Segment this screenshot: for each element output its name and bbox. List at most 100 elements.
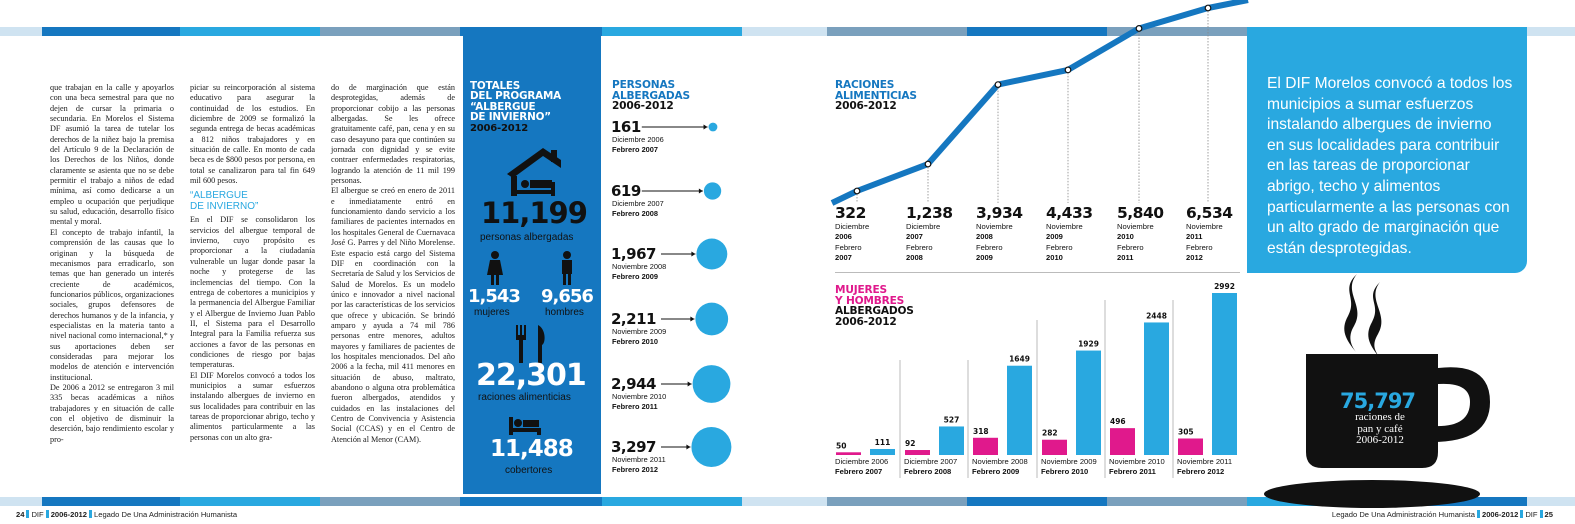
bar-mujeres-2 (973, 437, 998, 455)
personas-arrowhead-5 (686, 444, 691, 450)
personas-value-0: 161 (611, 118, 641, 136)
right-footer-title: Legado De Una Administración Humanista (1331, 510, 1475, 519)
right-footer-org: DIF (1525, 510, 1538, 519)
personas-value-2: 1,967 (611, 245, 656, 263)
bar-hombres-label-1: 527 (944, 415, 960, 424)
bar-hombres-1 (939, 426, 964, 455)
left-footer-title: Legado De Una Administración Humanista (94, 510, 238, 519)
top-color-stripe (0, 27, 1575, 36)
mujeres-hombres-title: MUJERES Y HOMBRES (835, 284, 905, 307)
raciones-period-4: Noviembre 2010 Febrero 2011 (1117, 222, 1154, 263)
hombres-label: hombres (545, 307, 584, 318)
raciones-total: 22,301 (476, 358, 587, 393)
personas-value-3: 2,211 (611, 310, 656, 328)
raciones-period-0: Diciembre 2006 Febrero 2007 (835, 222, 870, 263)
albergados-title: ALBERGADOS (835, 305, 914, 317)
bar-hombres-4 (1144, 322, 1169, 455)
section-divider (835, 272, 1240, 273)
totales-panel: TOTALES DEL PROGRAMA “ALBERGUE DE INVIERNO”… (463, 36, 601, 494)
mujeres-label: mujeres (474, 307, 510, 318)
personas-circle-4 (692, 365, 731, 403)
bar-hombres-label-0: 111 (875, 438, 891, 447)
raciones-value-4: 5,840 (1117, 204, 1164, 222)
personas-total: 11,199 (481, 196, 588, 230)
raciones-title: RACIONES ALIMENTICIAS (835, 79, 917, 102)
personas-period-5: Noviembre 2011 Febrero 2012 (612, 455, 666, 474)
personas-circle-2 (696, 238, 728, 270)
raciones-point-2 (994, 81, 1002, 88)
bar-period-2: Noviembre 2008 Febrero 2009 (972, 457, 1028, 476)
bar-mujeres-label-4: 496 (1110, 417, 1126, 426)
woman-icon (487, 251, 503, 285)
bar-mujeres-3 (1042, 439, 1067, 455)
bar-hombres-label-2: 1649 (1009, 355, 1030, 364)
personas-value-1: 619 (611, 182, 641, 200)
mujeres-total: 1,543 (468, 286, 521, 307)
personas-arrowhead-2 (691, 251, 696, 257)
personas-arrowhead-1 (698, 188, 703, 194)
personas-total-label: personas albergadas (480, 232, 574, 243)
raciones-value-3: 4,433 (1046, 204, 1093, 222)
cup-total: 75,797 (1340, 389, 1416, 413)
bar-hombres-5 (1212, 293, 1237, 455)
bar-mujeres-0 (836, 452, 861, 455)
quote-box: El DIF Morelos convocó a todos los munic… (1247, 27, 1527, 273)
cup-caption: raciones de pan y café 2006-2012 (1355, 411, 1405, 446)
personas-circle-3 (695, 302, 729, 336)
bar-period-5: Noviembre 2011 Febrero 2012 (1177, 457, 1233, 476)
right-footer-years: 2006-2012 (1481, 510, 1519, 519)
personas-arrowhead-4 (687, 381, 692, 387)
left-footer: 24 DIF 2006-2012 Legado De Una Administraci… (16, 510, 237, 519)
right-footer: Legado De Una Administración Humanista 20… (1332, 510, 1553, 519)
bar-period-3: Noviembre 2009 Febrero 2010 (1041, 457, 1097, 476)
personas-value-4: 2,944 (611, 375, 656, 393)
column-2-text-a: piciar su reincorporación al sistema edu… (190, 83, 315, 186)
bar-mujeres-label-5: 305 (1178, 427, 1194, 436)
bottom-color-stripe (0, 497, 1575, 506)
raciones-value-0: 322 (835, 204, 866, 222)
raciones-point-0 (853, 187, 861, 195)
personas-circle-0 (708, 122, 718, 132)
bed-icon (509, 417, 541, 435)
raciones-period-3: Noviembre 2009 Febrero 2010 (1046, 222, 1083, 263)
raciones-value-2: 3,934 (976, 204, 1023, 222)
bar-period-0: Diciembre 2006 Febrero 2007 (835, 457, 889, 476)
personas-years: 2006-2012 (612, 100, 674, 112)
bar-mujeres-5 (1178, 438, 1203, 455)
raciones-period-5: Noviembre 2011 Febrero 2012 (1186, 222, 1223, 263)
bar-mujeres-label-3: 282 (1042, 429, 1058, 438)
man-icon (562, 251, 572, 285)
personas-circle-5 (691, 427, 732, 467)
fork-knife-icon (516, 325, 545, 363)
personas-circle-1 (703, 182, 722, 200)
personas-arrowhead-0 (703, 124, 708, 130)
totales-title: TOTALES DEL PROGRAMA “ALBERGUE DE INVIERNO” (470, 80, 561, 124)
bar-mujeres-1 (905, 450, 930, 455)
column-2-text-b: En el DIF se consolidaron los servicios … (190, 215, 315, 442)
bar-hombres-label-3: 1929 (1078, 340, 1099, 349)
bar-hombres-label-4: 2448 (1146, 311, 1167, 320)
body-column-1: que trabajan en la calle y apoyarlos con… (50, 83, 174, 444)
personas-period-2: Noviembre 2008 Febrero 2009 (612, 262, 667, 281)
raciones-point-4 (1135, 25, 1143, 32)
mujeres-hombres-years: 2006-2012 (835, 316, 897, 328)
body-column-2: piciar su reincorporación al sistema edu… (190, 83, 315, 443)
raciones-point-1 (924, 160, 932, 168)
personas-period-4: Noviembre 2010 Febrero 2011 (612, 392, 667, 411)
house-bed-icon (507, 148, 561, 196)
cobertores-label: cobertores (505, 465, 553, 476)
left-page-number: 24 (16, 510, 25, 519)
albergue-subheading: “Albergue de invierno” (190, 190, 259, 213)
personas-arrowhead-3 (690, 316, 695, 322)
raciones-value-1: 1,238 (906, 204, 953, 222)
personas-title: PERSONAS ALBERGADAS (612, 79, 690, 102)
raciones-value-5: 6,534 (1186, 204, 1233, 222)
personas-period-1: Diciembre 2007 Febrero 2008 (612, 199, 664, 218)
bar-hombres-0 (870, 448, 895, 455)
personas-value-5: 3,297 (611, 438, 656, 456)
raciones-total-label: raciones alimenticias (478, 392, 571, 403)
